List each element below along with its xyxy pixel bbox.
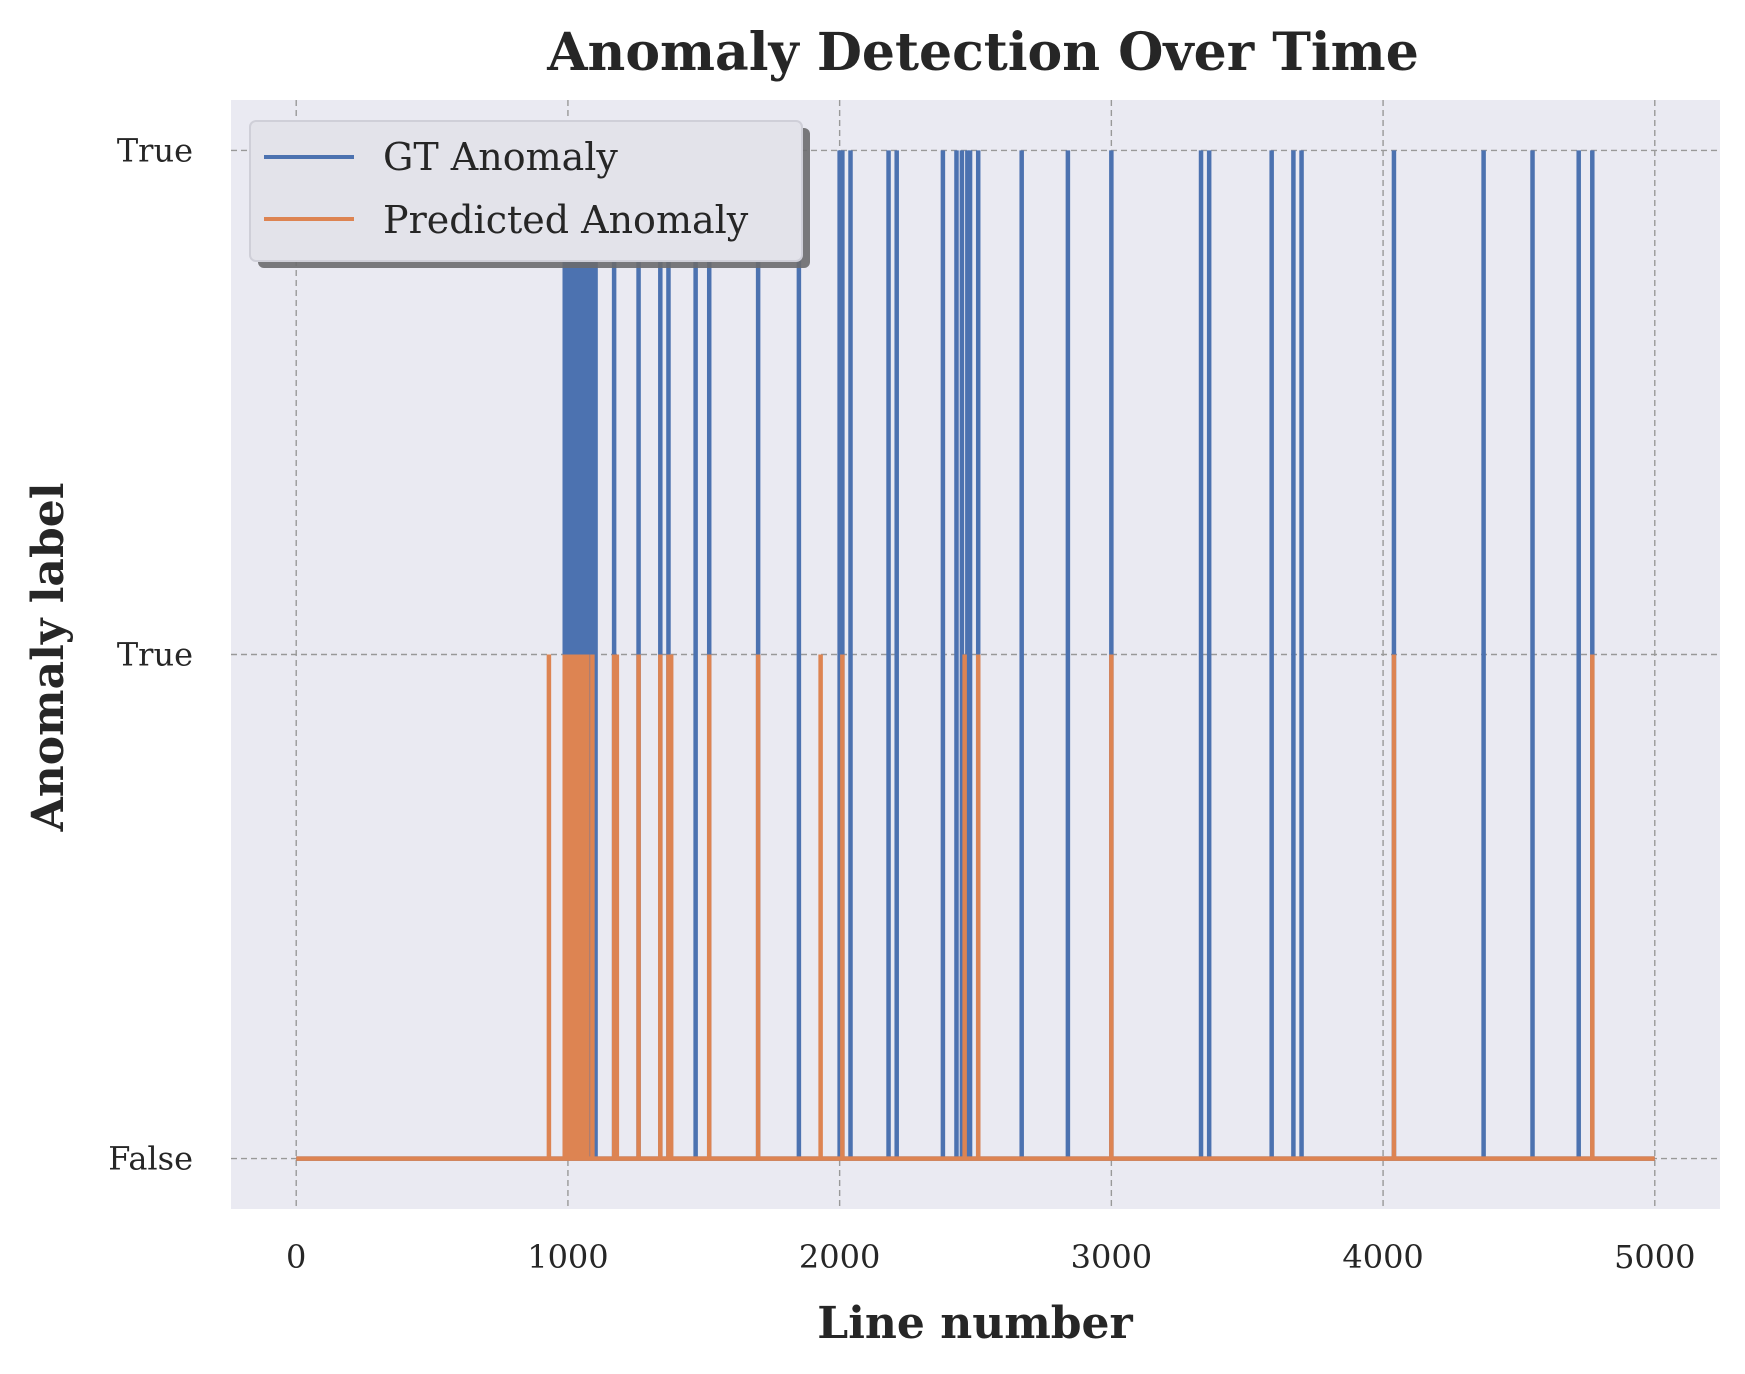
x-tick-label: 2000 bbox=[799, 1238, 880, 1276]
legend-label-gt-anomaly: GT Anomaly bbox=[383, 135, 618, 179]
y-tick-label: True bbox=[117, 131, 193, 169]
x-tick-label: 3000 bbox=[1071, 1238, 1152, 1276]
series-1 bbox=[296, 654, 1655, 1161]
y-tick-labels: False True True bbox=[108, 131, 193, 1177]
x-tick-label: 1000 bbox=[527, 1238, 608, 1276]
legend-label-predicted-anomaly: Predicted Anomaly bbox=[383, 198, 749, 242]
x-tick-label: 5000 bbox=[1614, 1238, 1695, 1276]
series-lines bbox=[296, 150, 1655, 1161]
legend-box bbox=[249, 120, 803, 262]
chart-title: Anomaly Detection Over Time bbox=[546, 22, 1419, 83]
x-axis-label: Line number bbox=[817, 1298, 1133, 1349]
x-tick-labels: 0 1000 2000 3000 4000 5000 bbox=[286, 1238, 1695, 1276]
y-axis-label: Anomaly label bbox=[23, 483, 74, 833]
y-tick-label: False bbox=[108, 1140, 193, 1178]
x-tick-label: 0 bbox=[286, 1238, 306, 1276]
legend: GT Anomaly Predicted Anomaly bbox=[249, 120, 810, 268]
spike-band bbox=[562, 654, 590, 1159]
y-tick-label: True bbox=[117, 636, 193, 674]
x-tick-label: 4000 bbox=[1342, 1238, 1423, 1276]
